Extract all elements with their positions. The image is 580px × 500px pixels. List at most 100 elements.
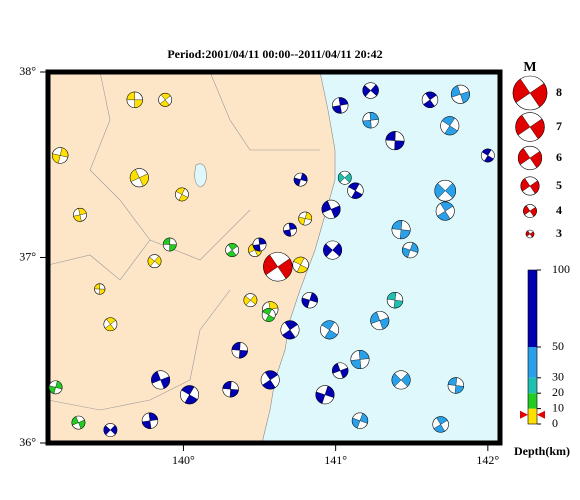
- colorbar-label: 0: [552, 416, 558, 430]
- ball-quadrants: [386, 292, 404, 309]
- focal-mechanism: [73, 207, 87, 222]
- depth-label: Depth(km): [514, 444, 570, 458]
- legend-label: 6: [556, 150, 562, 164]
- ball-quadrants: [515, 114, 545, 140]
- focal-mechanism: [225, 243, 240, 257]
- ball-quadrants: [48, 380, 63, 394]
- focal-mechanism: [222, 381, 239, 398]
- focal-mechanism: [434, 179, 457, 202]
- ball-quadrants: [104, 317, 116, 332]
- ball-quadrants: [293, 172, 308, 187]
- focal-mechanism: [48, 380, 63, 395]
- ball-quadrants: [162, 237, 177, 252]
- ball-quadrants: [520, 178, 540, 194]
- ball-quadrants: [262, 370, 279, 390]
- ball-quadrants: [518, 147, 542, 169]
- ball-quadrants: [71, 416, 86, 429]
- ball-quadrants: [298, 211, 312, 226]
- legend-ball: [523, 204, 537, 218]
- ball-quadrants: [481, 148, 494, 163]
- focal-mechanism: [450, 84, 470, 104]
- ball-quadrants: [226, 243, 238, 257]
- ball-quadrants: [159, 93, 171, 107]
- focal-mechanism: [71, 415, 86, 430]
- ball-quadrants: [129, 169, 149, 187]
- ball-quadrants: [523, 205, 537, 217]
- x-tick-label: 142°: [476, 453, 499, 467]
- ball-quadrants: [434, 182, 456, 199]
- magnitude-label: M: [523, 60, 536, 75]
- legend-ball: [515, 112, 545, 142]
- focal-mechanism: [162, 237, 177, 252]
- ball-quadrants: [348, 182, 363, 199]
- focal-mechanism: [440, 116, 460, 136]
- ball-quadrants: [385, 131, 405, 151]
- colorbar-label: 50: [552, 339, 564, 353]
- ball-quadrants: [175, 187, 189, 202]
- focal-mechanism: [283, 222, 297, 237]
- ball-quadrants: [231, 342, 248, 359]
- legend-ball: [517, 145, 543, 171]
- focal-mechanism: [103, 423, 118, 437]
- ball-quadrants: [243, 294, 258, 306]
- ball-quadrants: [321, 320, 338, 340]
- legend-ball: [520, 176, 540, 196]
- ball-quadrants: [351, 413, 369, 429]
- colorbar-label: 100: [552, 262, 570, 276]
- focal-mechanism: [151, 370, 171, 390]
- ball-quadrants: [262, 308, 275, 322]
- ball-quadrants: [332, 97, 349, 114]
- focal-mechanism: [231, 342, 248, 359]
- ball-quadrants: [525, 230, 535, 238]
- focal-mechanism: [129, 168, 149, 188]
- ball-quadrants: [181, 385, 198, 405]
- mainshock: [263, 252, 293, 282]
- focal-mechanism: [321, 199, 341, 219]
- ball-quadrants: [338, 172, 352, 183]
- focal-mechanism: [362, 82, 379, 99]
- focal-mechanism: [402, 241, 419, 259]
- ball-quadrants: [315, 385, 335, 404]
- focal-mechanism: [315, 385, 335, 405]
- focal-mechanism: [298, 211, 313, 226]
- y-tick-label: 37°: [19, 249, 36, 263]
- focal-mechanism: [320, 320, 340, 340]
- focal-mechanism: [323, 240, 343, 260]
- ball-quadrants: [362, 112, 379, 129]
- ball-quadrants: [332, 362, 349, 379]
- focal-mechanism: [332, 362, 349, 379]
- ball-quadrants: [321, 200, 341, 219]
- ball-quadrants: [263, 254, 293, 279]
- ball-quadrants: [141, 412, 159, 429]
- focal-mechanism: [261, 308, 276, 322]
- focal-mechanism: [370, 311, 390, 331]
- ball-quadrants: [350, 350, 370, 369]
- ball-quadrants: [447, 377, 464, 394]
- ball-quadrants: [301, 292, 318, 308]
- y-tick-label: 38°: [19, 64, 36, 78]
- legend-ball: [525, 229, 535, 239]
- ball-quadrants: [402, 242, 419, 258]
- focal-mechanism: [350, 350, 370, 370]
- legend-label: 5: [556, 178, 562, 192]
- colorbar-segment: [528, 393, 537, 409]
- colorbar-label: 30: [552, 370, 564, 384]
- lake: [194, 163, 207, 188]
- legend-label: 4: [556, 203, 562, 217]
- focal-mechanism: [260, 370, 280, 390]
- ball-quadrants: [370, 311, 390, 330]
- mainshock-depth-marker: [520, 410, 545, 419]
- focal-mechanism: [103, 317, 118, 332]
- colorbar-label: 10: [552, 400, 564, 414]
- ball-quadrants: [323, 242, 342, 258]
- focal-mechanism: [385, 131, 405, 151]
- colorbar-label: 20: [552, 385, 564, 399]
- focal-mechanism: [292, 256, 309, 274]
- ball-quadrants: [293, 256, 308, 274]
- focal-mechanism: [386, 291, 404, 309]
- focal-mechanism: [175, 187, 189, 202]
- ball-quadrants: [441, 116, 458, 136]
- colorbar-segment: [528, 408, 537, 424]
- focal-mechanism: [126, 91, 143, 109]
